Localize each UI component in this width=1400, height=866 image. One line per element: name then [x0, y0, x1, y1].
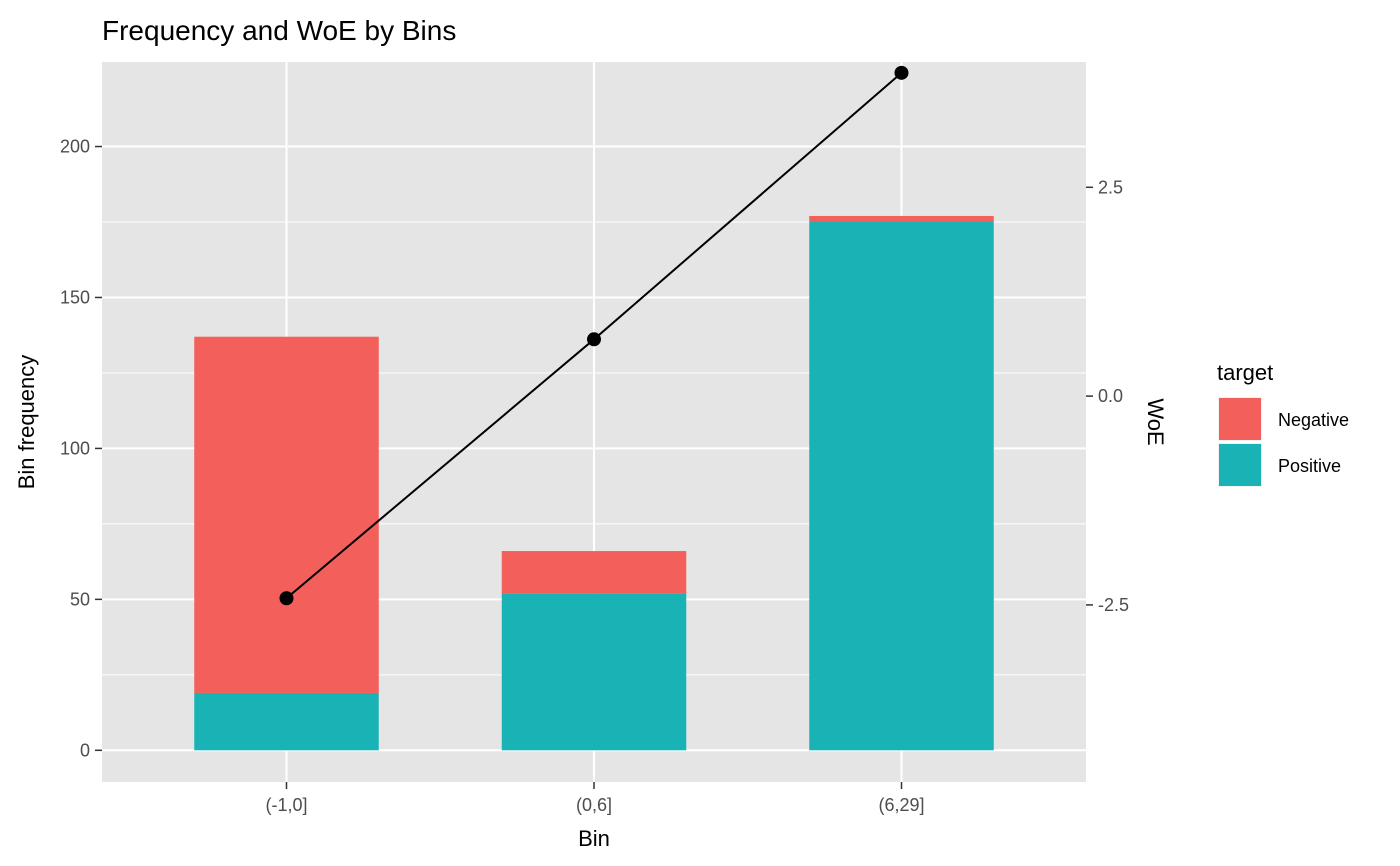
y2-tick-label: 2.5 [1098, 177, 1123, 197]
bar-positive [501, 593, 687, 751]
bar-negative [194, 336, 379, 693]
y-axis-title: Bin frequency [14, 355, 39, 490]
woe-point [279, 591, 294, 606]
legend-swatch-negative [1219, 398, 1261, 440]
y-tick-label: 150 [60, 287, 90, 307]
y-tick-label: 0 [80, 740, 90, 760]
y-tick-label: 100 [60, 438, 90, 458]
y2-tick-label: -2.5 [1098, 595, 1129, 615]
x-tick-label: (-1,0] [265, 795, 307, 815]
y2-axis: -2.5 0.0 2.5 [1086, 177, 1129, 615]
bars [194, 215, 994, 751]
legend-swatch-positive [1219, 444, 1261, 486]
y2-tick-label: 0.0 [1098, 386, 1123, 406]
x-tick-label: (6,29] [878, 795, 924, 815]
woe-point [894, 65, 909, 80]
woe-point [587, 332, 601, 347]
bar-negative [809, 215, 994, 222]
bar-negative [501, 551, 687, 594]
y-axis: 0 50 100 150 200 [60, 137, 102, 760]
legend-title: target [1217, 360, 1273, 385]
y-tick-label: 200 [60, 137, 90, 157]
legend-label-positive: Positive [1278, 456, 1341, 476]
woe-line [279, 65, 909, 606]
bar-positive [194, 692, 379, 751]
x-tick-label: (0,6] [576, 795, 612, 815]
chart-title: Frequency and WoE by Bins [102, 15, 456, 46]
y-tick-label: 50 [70, 589, 90, 609]
legend-label-negative: Negative [1278, 410, 1349, 430]
legend: target Negative Positive [1217, 360, 1349, 487]
bar-positive [809, 222, 994, 751]
y2-axis-title: WoE [1143, 398, 1168, 445]
x-axis: (-1,0] (0,6] (6,29] [265, 782, 925, 815]
x-axis-title: Bin [578, 826, 610, 851]
